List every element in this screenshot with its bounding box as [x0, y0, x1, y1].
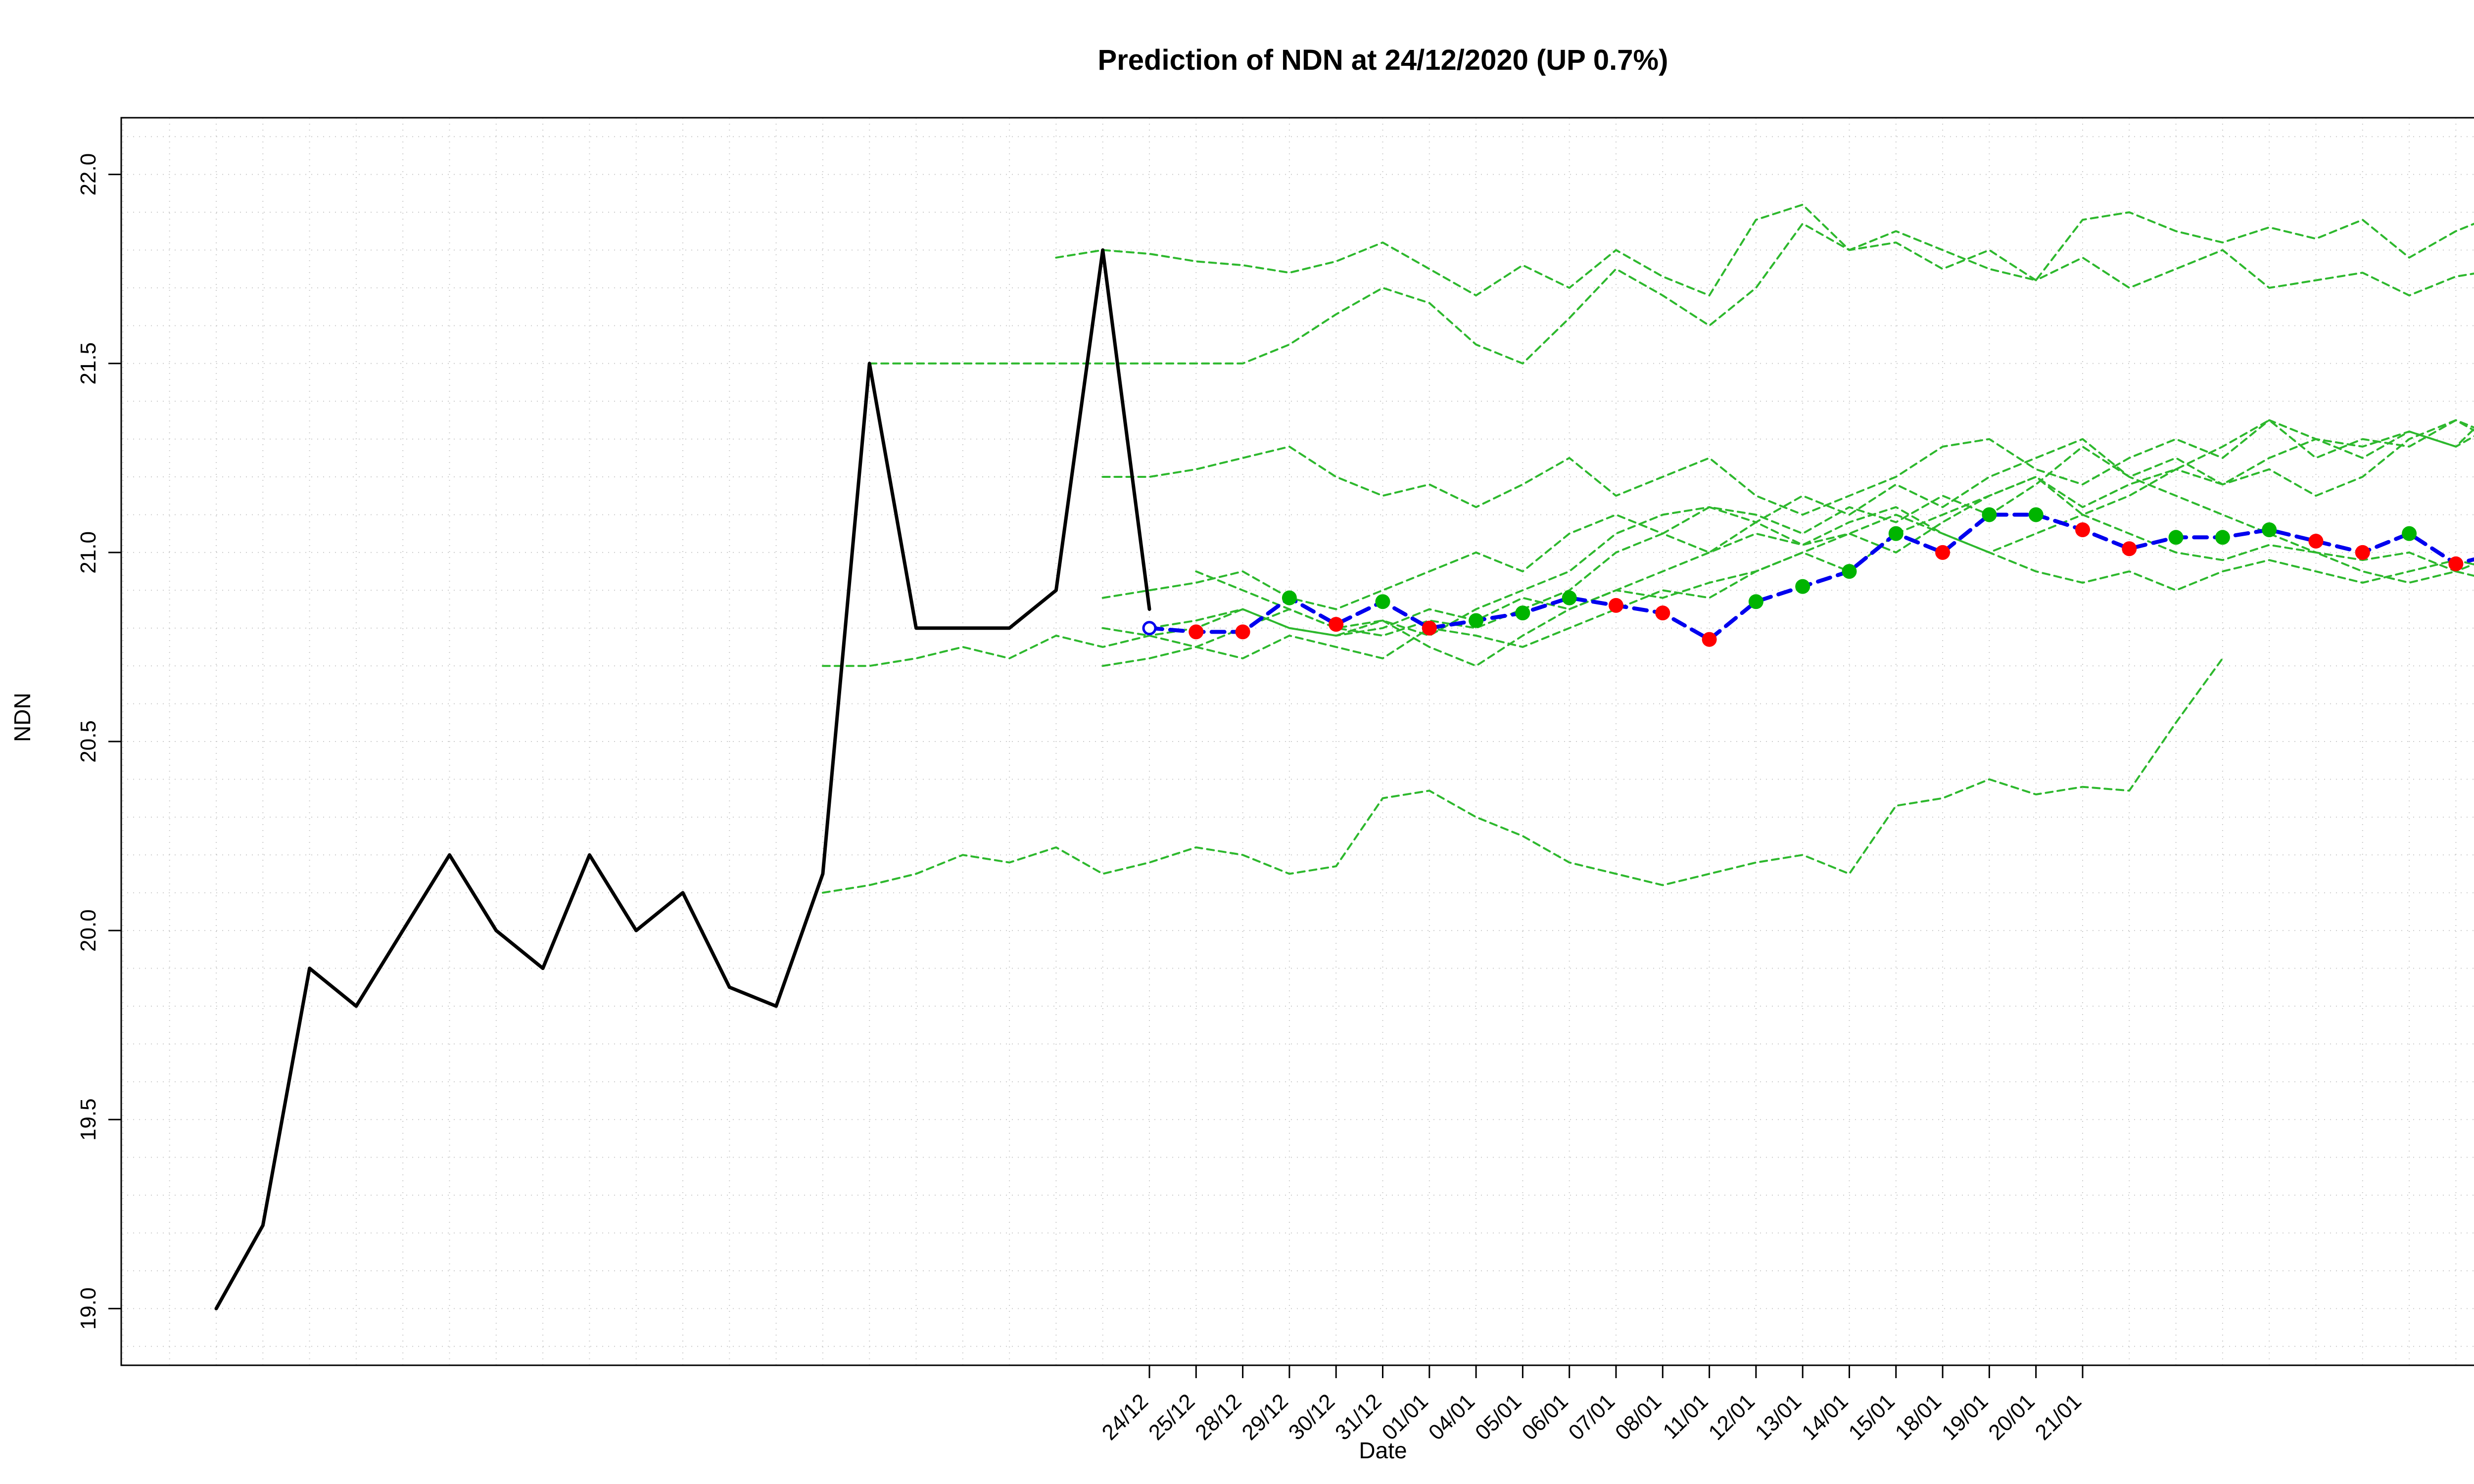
- x-tick-label: 11/01: [1658, 1389, 1713, 1443]
- y-tick-label: 19.5: [76, 1098, 100, 1141]
- simulation-path: [1055, 203, 2474, 297]
- prediction-point-green: [1469, 613, 1484, 628]
- y-tick-label: 20.5: [76, 720, 100, 763]
- y-axis: 19.0 19.5 20.0 20.5 21.0 21.5 22.0: [76, 153, 121, 1330]
- y-tick-label: 21.0: [76, 531, 100, 574]
- prediction-point-green: [1982, 507, 1997, 522]
- x-axis-title: Date: [1359, 1438, 1407, 1463]
- prediction-point-red: [2122, 541, 2137, 556]
- simulation-path: [1101, 419, 2474, 610]
- prediction-point-red: [1655, 605, 1670, 621]
- chart-title: Prediction of NDN at 24/12/2020 (UP 0.7%…: [1097, 44, 1668, 76]
- grid: [121, 118, 2474, 1365]
- simulation-path: [1195, 438, 2474, 637]
- prediction-point-red: [1609, 598, 1623, 613]
- prediction-point-red: [2075, 522, 2090, 538]
- prediction-point-red: [1702, 632, 1717, 647]
- y-tick-label: 20.0: [76, 909, 100, 952]
- prediction-point-red: [2448, 556, 2464, 571]
- y-tick-label: 22.0: [76, 153, 100, 196]
- prediction-point-green: [2028, 507, 2044, 522]
- historical-line: [214, 248, 1151, 1310]
- prediction-line: [1147, 512, 2474, 642]
- prediction-point-green: [1515, 605, 1530, 621]
- prediction-point-red: [1329, 617, 1344, 632]
- prediction-point-green: [2402, 526, 2417, 541]
- y-tick-label: 19.0: [76, 1288, 100, 1330]
- prediction-point-green: [1842, 564, 1857, 579]
- prediction-point-green: [1888, 526, 1903, 541]
- prediction-point-red: [1935, 545, 1951, 560]
- prediction-point-green: [1375, 594, 1390, 609]
- prediction-points: [1142, 507, 2464, 647]
- simulation-paths: [821, 203, 2474, 894]
- simulation-path: [821, 513, 2474, 667]
- prediction-point-red: [1189, 624, 1204, 640]
- prediction-point-green: [1795, 579, 1810, 594]
- prediction-point-red: [2308, 533, 2324, 549]
- prediction-start-point: [1142, 621, 1157, 636]
- prediction-point-red: [1235, 624, 1250, 640]
- prediction-point-red: [1422, 620, 1437, 636]
- prediction-point-green: [1282, 590, 1297, 605]
- x-axis: 24/1225/1228/1229/1230/1231/1201/0104/01…: [1097, 1365, 2086, 1445]
- simulation-path: [821, 657, 2224, 894]
- prediction-point-green: [2168, 530, 2184, 545]
- prediction-point-green: [1562, 590, 1577, 605]
- prediction-point-green: [1748, 594, 1763, 609]
- simulation-path: [1148, 506, 2474, 637]
- y-tick-label: 21.5: [76, 342, 100, 385]
- simulation-path: [1101, 419, 2474, 516]
- prediction-point-green: [2215, 530, 2230, 545]
- prediction-point-green: [2262, 522, 2277, 538]
- prediction-point-red: [2355, 545, 2370, 560]
- simulation-path: [868, 223, 2474, 365]
